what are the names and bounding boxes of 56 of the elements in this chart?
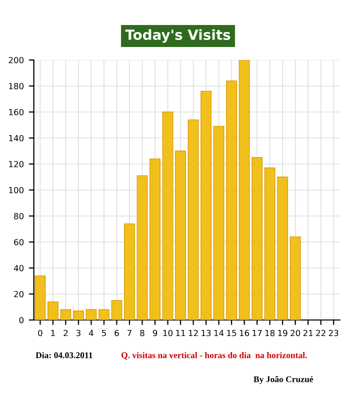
text: By João Cruzué xyxy=(254,376,314,384)
x-tick-label: 21 xyxy=(303,330,313,336)
y-tick-label: 140 xyxy=(9,134,24,142)
x-tick-label: 9 xyxy=(152,330,158,336)
x-tick-label: 17 xyxy=(252,330,262,336)
bar xyxy=(150,158,160,320)
bar xyxy=(136,175,148,320)
text: Q. visitas na vertical - horas do dia na horizontal. xyxy=(121,352,307,360)
bar xyxy=(175,150,186,320)
x-tick-label: 20 xyxy=(290,330,300,336)
x-tick-label: 15 xyxy=(227,330,236,336)
x-tick-label: 6 xyxy=(114,330,119,336)
bar xyxy=(86,309,97,320)
bar xyxy=(290,236,301,320)
y-tick-label: 180 xyxy=(9,82,24,90)
x-tick-label: 23 xyxy=(328,330,338,336)
x-tick-label: 19 xyxy=(278,330,288,336)
x-tick-label: 14 xyxy=(214,330,224,336)
bar xyxy=(73,310,84,320)
bar xyxy=(162,112,174,320)
bar xyxy=(111,300,122,320)
x-tick-label: 5 xyxy=(102,330,106,336)
x-tick-label: 11 xyxy=(176,330,186,336)
y-tick-label: 80 xyxy=(14,212,24,220)
bar xyxy=(48,301,58,320)
bar xyxy=(200,90,212,320)
y-tick-label: 0 xyxy=(19,316,24,324)
bar xyxy=(188,119,199,320)
y-tick-label: 60 xyxy=(14,238,24,246)
bar xyxy=(98,309,110,320)
y-tick-label: 20 xyxy=(14,290,24,298)
chart-title: Today's Visits xyxy=(125,29,230,43)
x-tick-label: 0 xyxy=(38,330,42,336)
x-tick-label: 12 xyxy=(188,330,198,336)
x-tick-label: 8 xyxy=(140,330,144,336)
x-tick-label: 2 xyxy=(64,330,68,336)
x-tick-label: 16 xyxy=(240,330,250,336)
x-tick-label: 10 xyxy=(163,330,173,336)
x-tick-label: 18 xyxy=(265,330,275,336)
text: Dia: 04.03.2011 xyxy=(36,352,92,358)
x-tick-label: 4 xyxy=(88,330,94,336)
x-tick-label: 7 xyxy=(128,330,132,336)
bar xyxy=(213,126,224,320)
y-tick-label: 40 xyxy=(14,264,24,272)
bar xyxy=(226,80,237,320)
x-tick-label: 22 xyxy=(316,330,326,336)
y-tick-label: 160 xyxy=(9,108,24,116)
y-tick-label: 120 xyxy=(9,160,24,168)
bar xyxy=(124,223,135,320)
y-tick-label: 100 xyxy=(9,186,24,194)
bar xyxy=(34,275,46,320)
y-tick-label: 200 xyxy=(8,56,24,64)
x-tick-label: 1 xyxy=(51,330,55,336)
x-tick-label: 3 xyxy=(76,330,80,336)
x-tick-label: 13 xyxy=(202,330,211,336)
bar xyxy=(60,309,72,320)
